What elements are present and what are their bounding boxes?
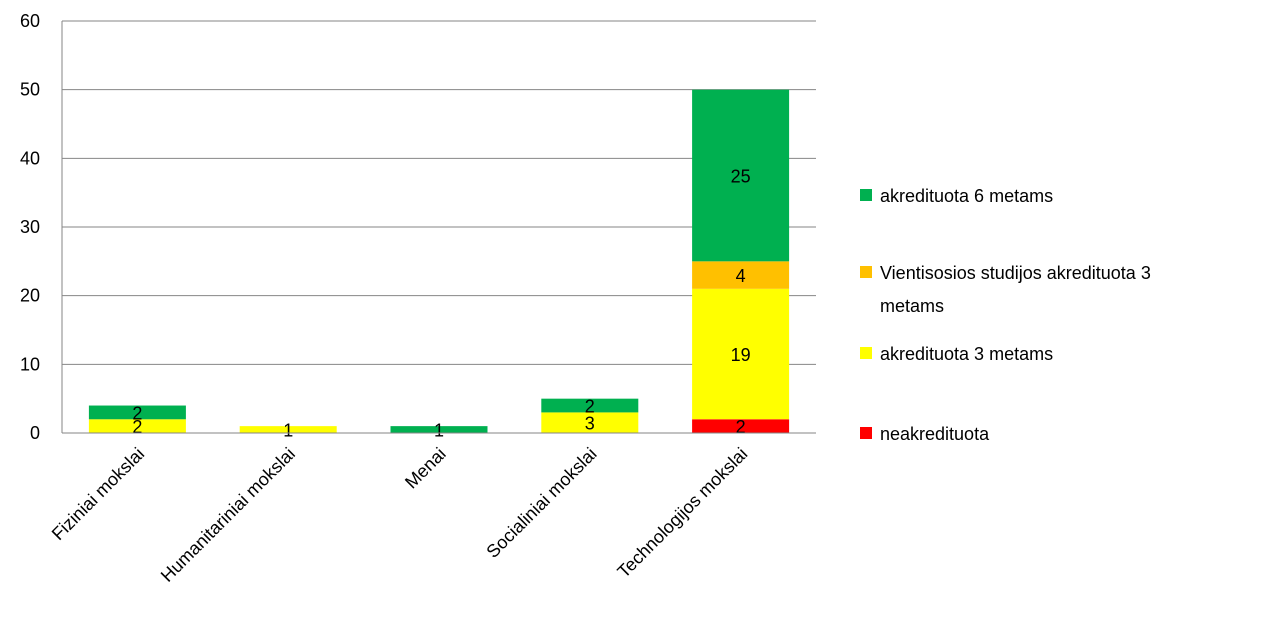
- bar-segment: [692, 89, 790, 262]
- data-label: 4: [736, 266, 746, 286]
- legend-swatch: [860, 266, 872, 278]
- legend-label: akredituota 6 metams: [880, 186, 1053, 206]
- data-label: 2: [132, 417, 142, 437]
- bar-segment: [541, 412, 639, 433]
- x-category-label: Fiziniai mokslai: [48, 444, 148, 544]
- y-tick-label: 40: [20, 148, 40, 168]
- data-label: 2: [132, 403, 142, 423]
- bar-segment: [692, 419, 790, 433]
- legend-label: neakredituota: [880, 424, 990, 444]
- y-tick-label: 20: [20, 286, 40, 306]
- x-axis: Fiziniai mokslai Humanitariniai mokslai Me…: [48, 432, 816, 586]
- bar-segment: [692, 288, 790, 420]
- data-label: 3: [585, 414, 595, 434]
- y-tick-label: 60: [20, 11, 40, 31]
- legend-label: metams: [880, 296, 944, 316]
- x-category-label: Socialiniai mokslai: [482, 444, 600, 562]
- x-category-label: Technologijos mokslai: [613, 444, 751, 582]
- legend: akredituota 6 metams Vientisosios studijo…: [860, 186, 1151, 444]
- y-tick-label: 0: [30, 423, 40, 443]
- bar-segment: [692, 261, 790, 289]
- legend-swatch: [860, 427, 872, 439]
- y-axis: 0 10 20 30 40 50 60: [20, 11, 63, 443]
- data-label: 1: [283, 421, 293, 441]
- bar-segment: [88, 405, 186, 420]
- data-label: 19: [731, 345, 751, 365]
- bar-segment: [239, 426, 337, 433]
- bars: [88, 89, 790, 433]
- legend-label: Vientisosios studijos akredituota 3: [880, 263, 1151, 283]
- bar-segment: [390, 426, 488, 433]
- legend-swatch: [860, 189, 872, 201]
- y-tick-label: 50: [20, 80, 40, 100]
- bar-segment: [541, 398, 639, 413]
- y-tick-label: 10: [20, 354, 40, 374]
- legend-swatch: [860, 347, 872, 359]
- data-label: 1: [434, 421, 444, 441]
- data-label: 25: [731, 167, 751, 187]
- gridlines: [62, 20, 816, 365]
- data-label: 2: [585, 397, 595, 417]
- x-category-label: Humanitariniai mokslai: [157, 444, 299, 586]
- x-category-label: Menai: [401, 444, 450, 493]
- bar-segment: [88, 419, 186, 433]
- data-label: 2: [736, 417, 746, 437]
- y-tick-label: 30: [20, 217, 40, 237]
- legend-label: akredituota 3 metams: [880, 344, 1053, 364]
